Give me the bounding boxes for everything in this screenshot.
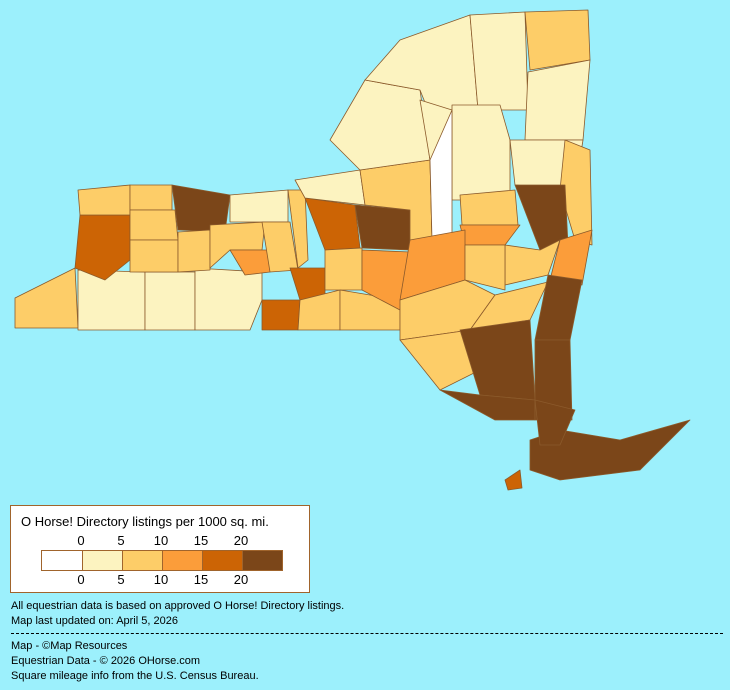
county-region — [129, 184, 173, 211]
county-region — [229, 189, 289, 223]
new-york-county-map — [14, 9, 691, 491]
legend-swatch — [202, 551, 242, 570]
county-region — [324, 247, 363, 291]
county-region — [177, 229, 211, 273]
county-region — [524, 9, 591, 71]
legend-color-bar — [41, 550, 283, 571]
legend-tick: 15 — [193, 533, 209, 548]
county-region — [261, 299, 301, 331]
legend-tick: 5 — [117, 533, 125, 548]
county-region — [74, 214, 131, 281]
county-region — [304, 197, 361, 251]
legend-tick: 10 — [153, 572, 169, 587]
legend-tick: 15 — [193, 572, 209, 587]
legend-tick: 20 — [233, 572, 249, 587]
county-region — [464, 244, 506, 291]
legend-tick: 0 — [77, 572, 85, 587]
county-region — [287, 189, 309, 269]
legend-tick: 5 — [117, 572, 125, 587]
county-region — [529, 419, 691, 481]
updated-note: Map last updated on: April 5, 2026 — [11, 615, 178, 627]
legend-swatch — [42, 551, 82, 570]
county-region — [329, 79, 431, 171]
legend-tick: 10 — [153, 533, 169, 548]
county-region — [144, 271, 196, 331]
county-region — [534, 339, 573, 421]
county-region — [194, 267, 263, 331]
legend: O Horse! Directory listings per 1000 sq.… — [10, 505, 310, 593]
census-credit: Square mileage info from the U.S. Census… — [11, 670, 259, 682]
county-region — [459, 189, 519, 226]
legend-swatch — [242, 551, 282, 570]
data-note: All equestrian data is based on approved… — [11, 600, 345, 612]
legend-swatch — [162, 551, 202, 570]
legend-tick: 20 — [233, 533, 249, 548]
county-region — [451, 104, 511, 201]
divider — [11, 633, 723, 634]
county-region — [534, 399, 576, 446]
legend-title: O Horse! Directory listings per 1000 sq.… — [21, 514, 269, 529]
legend-tick: 0 — [77, 533, 85, 548]
county-region — [459, 319, 536, 401]
county-region — [469, 11, 529, 111]
county-region — [77, 269, 146, 331]
county-region — [524, 59, 591, 141]
legend-swatch — [122, 551, 162, 570]
county-region — [504, 469, 523, 491]
map-credit: Map - ©Map Resources — [11, 640, 128, 652]
county-region — [354, 204, 411, 251]
legend-swatch — [82, 551, 122, 570]
county-region — [77, 184, 131, 216]
data-credit: Equestrian Data - © 2026 OHorse.com — [11, 655, 201, 667]
county-region — [549, 229, 593, 286]
county-region — [14, 267, 79, 329]
county-region — [129, 239, 179, 273]
county-region — [129, 209, 179, 241]
county-region — [459, 224, 521, 246]
